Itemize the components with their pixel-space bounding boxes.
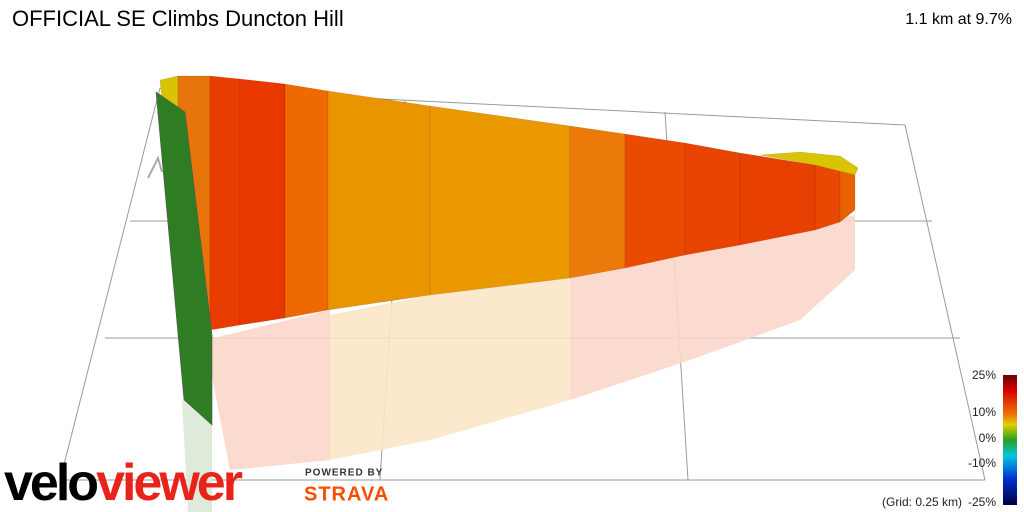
colorbar xyxy=(1003,375,1017,505)
legend-label: 0% xyxy=(979,431,997,445)
legend-label: -25% xyxy=(968,495,996,509)
powered-by: POWERED BY xyxy=(305,468,383,479)
elevation-ribbon xyxy=(155,75,859,426)
strava: STRAVA xyxy=(304,483,389,505)
grid-note: (Grid: 0.25 km) xyxy=(882,495,962,509)
legend-label: 10% xyxy=(972,405,996,419)
logo-viewer: viewer xyxy=(96,454,243,512)
legend-label: 25% xyxy=(972,368,996,382)
logo-velo: velo xyxy=(4,454,97,512)
title: OFFICIAL SE Climbs Duncton Hill xyxy=(12,6,344,31)
summary: 1.1 km at 9.7% xyxy=(905,11,1012,28)
reflection xyxy=(182,215,855,512)
logo: veloviewer xyxy=(4,454,243,512)
legend-label: -10% xyxy=(968,456,996,470)
